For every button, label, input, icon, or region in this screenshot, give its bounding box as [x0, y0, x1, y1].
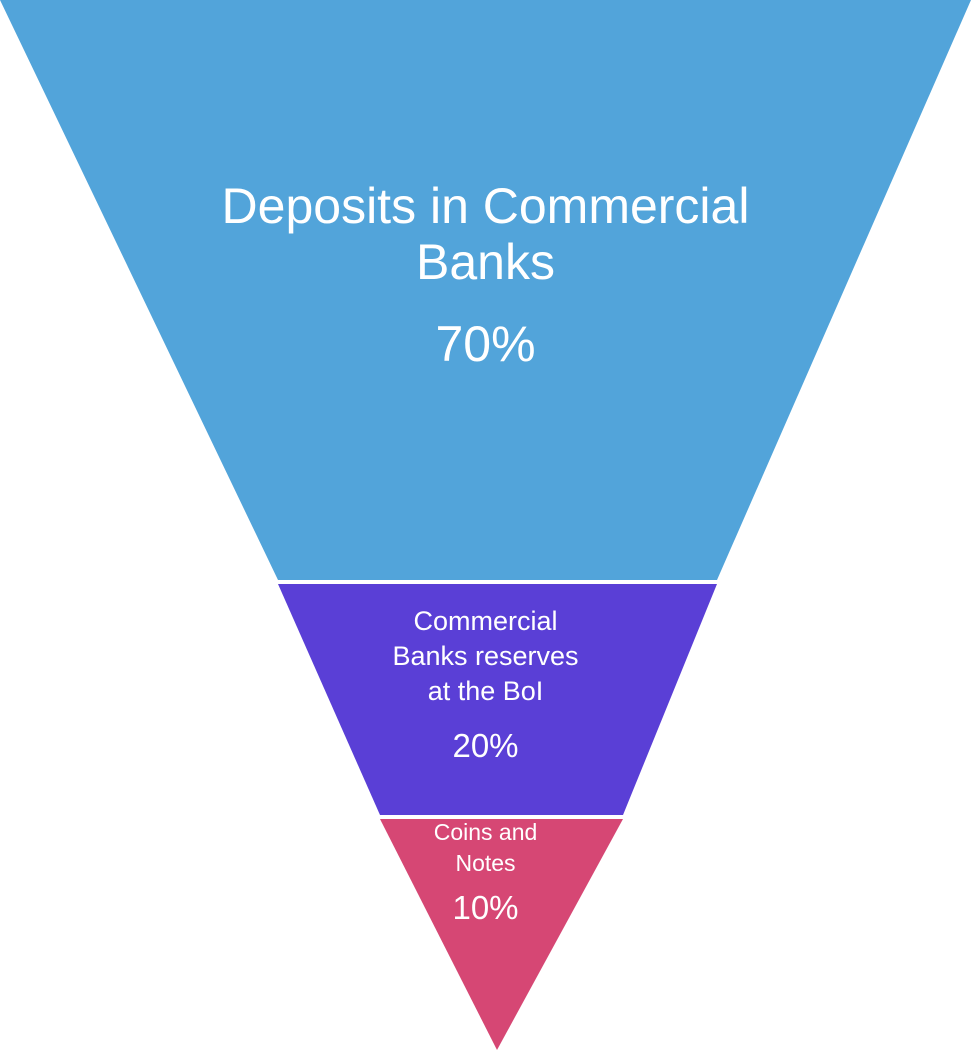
layer-reserves-label-line-1: Commercial: [413, 606, 558, 636]
layer-deposits-label-line-1: Deposits in Commercial: [221, 178, 750, 234]
layer-reserves-percent: 20%: [452, 727, 519, 764]
layer-coins-notes-label-line-2: Notes: [455, 850, 516, 876]
layer-coins-notes-label-line-1: Coins and: [433, 819, 538, 845]
layer-deposits-text: Deposits in Commercial Banks 70%: [0, 178, 971, 372]
funnel-layer-reserves: [278, 584, 717, 815]
layer-reserves-text: Commercial Banks reserves at the BoI 20%: [0, 604, 971, 766]
layer-deposits-label-line-2: Banks: [416, 234, 555, 290]
layer-coins-notes-text: Coins and Notes 10%: [0, 817, 971, 928]
layer-coins-notes-percent: 10%: [452, 889, 519, 926]
funnel-layer-deposits: [0, 0, 971, 580]
funnel-layer-coins-notes: [380, 819, 623, 1050]
layer-deposits-percent: 70%: [435, 316, 536, 372]
layer-reserves-label-line-2: Banks reserves: [392, 641, 579, 671]
layer-reserves-label-line-3: at the BoI: [427, 676, 544, 706]
